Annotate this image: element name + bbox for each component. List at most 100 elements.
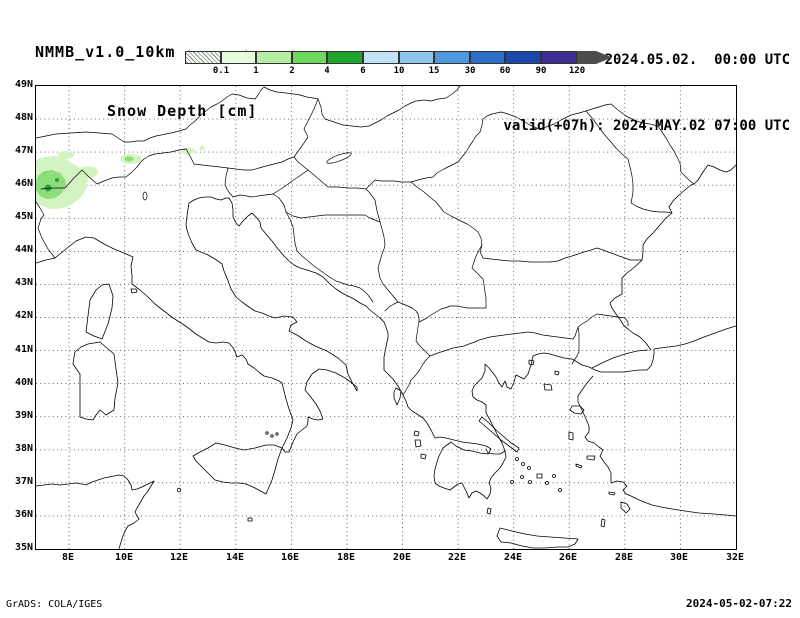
lake-garda: [142, 191, 148, 201]
valid-time-line: valid(+07h): 2024.MAY.02 07:00 UTC: [503, 118, 790, 134]
lat-tick-label: 46N: [14, 178, 33, 189]
island-chios: [568, 431, 574, 441]
lat-tick-label: 47N: [14, 145, 33, 156]
island-crete: [496, 527, 579, 549]
colorbar-tick-label: 90: [535, 66, 547, 76]
lon-tick-label: 12E: [169, 552, 189, 563]
island-sardinia: [72, 341, 119, 421]
coast-marmara-north: [591, 349, 649, 369]
colorbar-tick-label: 30: [464, 66, 476, 76]
lon-tick-label: 16E: [280, 552, 300, 563]
colorbar-segment: [327, 51, 363, 64]
island-cyclades-dot: [515, 457, 519, 461]
island-sicily: [192, 442, 283, 495]
lon-tick-label: 8E: [61, 552, 75, 563]
field-title: Snow Depth [cm]: [107, 102, 258, 120]
colorbar-tick-label: 1: [253, 66, 259, 76]
lakes: [142, 152, 352, 201]
island-cyclades-dot: [527, 466, 531, 470]
colorbar-labels: 0.1 1 2 4 6 10 15 30 60 90 120: [0, 66, 800, 78]
grid-lines: [36, 86, 736, 549]
island-malta: [247, 517, 253, 522]
snow-depth-shading: [36, 145, 205, 209]
colorbar-segment: [291, 51, 328, 64]
island-kos: [608, 491, 616, 496]
island-kythira: [486, 507, 492, 515]
map-frame: [35, 85, 737, 550]
country-borders: [36, 86, 695, 396]
island-samos: [586, 455, 596, 461]
island-cyclades-dot: [528, 480, 532, 484]
colorbar-segment: [362, 51, 399, 64]
colorbar-tick-label: 60: [499, 66, 511, 76]
island-samothrace: [554, 370, 560, 376]
lon-tick-label: 22E: [447, 552, 467, 563]
lat-tick-label: 37N: [14, 476, 33, 487]
island-corfu: [393, 387, 402, 406]
colorbar-tick-label: 0.1: [212, 66, 230, 76]
island-karpathos: [600, 518, 606, 528]
colorbar-segment: [505, 51, 541, 64]
lon-tick-label: 32E: [725, 552, 745, 563]
colorbar-tick-label: 2: [289, 66, 295, 76]
lon-tick-label: 18E: [336, 552, 356, 563]
lat-tick-label: 38N: [14, 443, 33, 454]
lon-tick-label: 10E: [114, 552, 134, 563]
island-lemnos: [543, 383, 553, 391]
lon-tick-label: 28E: [614, 552, 634, 563]
lat-tick-label: 35N: [14, 542, 33, 553]
island-cyclades-dot: [520, 475, 524, 479]
coastlines: [36, 164, 736, 549]
island-euboea: [478, 416, 520, 453]
island-thasos: [528, 359, 535, 366]
island-cyclades-dot: [552, 474, 556, 478]
island-cyclades-dot: [521, 462, 525, 466]
lat-tick-label: 36N: [14, 509, 33, 520]
lat-tick-label: 40N: [14, 377, 33, 388]
lat-tick-label: 41N: [14, 344, 33, 355]
render-timestamp: 2024-05-02-07:22: [686, 597, 792, 610]
island-zakynthos: [420, 453, 427, 460]
island-ikaria: [575, 463, 583, 469]
colorbar-tick-label: 6: [360, 66, 366, 76]
island-kefalonia: [414, 439, 422, 448]
lat-tick-label: 48N: [14, 112, 33, 123]
island-aeolian-dot: [265, 431, 269, 435]
island-aeolian-dot: [275, 432, 279, 436]
colorbar-segment: [469, 51, 506, 64]
colorbar-arrow-above-max: [576, 51, 613, 64]
island-naxos: [536, 473, 543, 479]
island-corsica: [85, 283, 114, 340]
lat-tick-label: 39N: [14, 410, 33, 421]
islands: [72, 283, 631, 549]
lat-tick-label: 43N: [14, 277, 33, 288]
lat-tick-label: 44N: [14, 244, 33, 255]
colorbar-segment: [434, 51, 470, 64]
coast-adriatic-balkans-greece: [228, 197, 507, 500]
lon-tick-label: 20E: [392, 552, 412, 563]
colorbar-tick-label: 10: [393, 66, 405, 76]
lon-tick-label: 14E: [225, 552, 245, 563]
coast-blacksea-west: [609, 164, 736, 351]
coast-aegean-marmara-blacksea: [471, 325, 736, 452]
island-lesbos: [569, 405, 585, 415]
colorbar-tick-label: 4: [324, 66, 330, 76]
run-info-block: initialisation: 2024.05.02. 00:00 UTC va…: [470, 5, 790, 181]
island-lefkada: [413, 430, 420, 437]
lat-tick-label: 49N: [14, 79, 33, 90]
colorbar-tick-label: 15: [428, 66, 440, 76]
colorbar-segment: [540, 51, 577, 64]
map-svg: [36, 86, 736, 549]
coast-north-africa: [36, 474, 155, 549]
colorbar-tick-label: 120: [568, 66, 586, 76]
island-rhodes: [620, 501, 631, 514]
colorbar-segment: [398, 51, 435, 64]
colorbar: [185, 51, 613, 64]
island-pantelleria: [176, 487, 182, 493]
lon-tick-label: 30E: [669, 552, 689, 563]
island-cyclades-dot: [558, 488, 562, 492]
island-aeolian-dot: [270, 434, 274, 438]
model-name: NMMB_v1.0_10km: [35, 43, 176, 61]
lon-tick-label: 26E: [558, 552, 578, 563]
